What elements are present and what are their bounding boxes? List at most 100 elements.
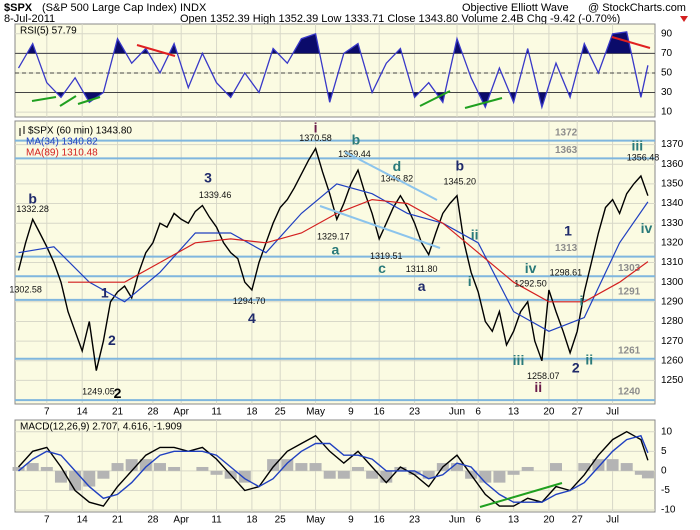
price-label: 1359.44 <box>338 149 371 159</box>
price-line <box>17 146 649 371</box>
wave-label: 1 <box>101 285 109 301</box>
wave-label: b <box>456 157 465 173</box>
moving-average <box>18 183 649 332</box>
wave-label: ii <box>585 351 593 367</box>
legend-label: $SPX (60 min) 1343.80 <box>28 126 132 137</box>
channel-line <box>319 205 441 249</box>
histogram-bar <box>153 463 166 471</box>
histogram-bar <box>620 463 633 471</box>
histogram-bar <box>111 463 124 471</box>
y-tick-label: 70 <box>661 48 673 59</box>
trend-line <box>59 95 77 107</box>
wave-label: b <box>28 190 37 206</box>
y-tick-label: 1310 <box>661 257 684 268</box>
level-label: 1363 <box>555 145 578 156</box>
x-tick-label: 20 <box>543 515 555 526</box>
wave-label: iv <box>525 260 537 276</box>
x-tick-label: 14 <box>77 407 89 418</box>
symbol: $SPX <box>4 2 33 14</box>
x-tick-label: 13 <box>508 407 520 418</box>
x-tick-label: 27 <box>572 407 584 418</box>
y-tick-label: 1320 <box>661 237 684 248</box>
wave-label: a <box>331 241 339 257</box>
histogram-bar <box>521 466 534 471</box>
y-tick-label: 30 <box>661 87 673 98</box>
y-tick-label: 90 <box>661 28 673 39</box>
histogram-bar <box>26 463 39 471</box>
wave-label: i <box>468 273 472 289</box>
x-tick-label: 25 <box>275 407 287 418</box>
level-label: 1372 <box>555 127 578 138</box>
rsi-line <box>17 31 649 110</box>
histogram-bar <box>351 466 364 471</box>
x-tick-label: 21 <box>112 407 124 418</box>
trend-line <box>479 482 563 508</box>
histogram-bar <box>267 459 280 471</box>
level-label: 1291 <box>618 286 641 297</box>
wave-label: 2 <box>114 385 122 401</box>
histogram-bar <box>641 470 654 479</box>
channel-line <box>344 151 438 201</box>
x-tick-label: 21 <box>112 515 124 526</box>
y-tick-label: 1260 <box>661 355 684 366</box>
x-tick-label: Jun <box>449 515 465 526</box>
x-tick-label: 27 <box>572 515 584 526</box>
x-tick-label: 6 <box>475 515 481 526</box>
y-tick-label: 1300 <box>661 277 684 288</box>
level-label: 1303 <box>618 263 641 274</box>
histogram-bar <box>12 466 25 471</box>
wave-label: 1 <box>564 223 572 239</box>
price-label: 1356.48 <box>627 153 660 163</box>
histogram-bar <box>408 470 421 475</box>
price-label: 1311.80 <box>406 264 438 274</box>
histogram-bar <box>83 470 96 487</box>
x-tick-label: 9 <box>348 407 354 418</box>
price-label: 1339.46 <box>199 190 232 200</box>
panel-title: MACD(12,26,9) 2.707, 4.616, -1.909 <box>20 422 182 433</box>
site: @ StockCharts.com <box>588 2 686 14</box>
level-label: 1240 <box>618 387 641 398</box>
moving-average <box>68 198 649 303</box>
histogram-bar <box>394 466 407 471</box>
histogram-bar <box>295 463 308 471</box>
histogram-bar <box>549 463 562 471</box>
y-tick-label: 1340 <box>661 198 684 209</box>
price-label: 1294.70 <box>233 296 266 306</box>
histogram-bar <box>634 470 647 475</box>
price-label: 1332.28 <box>16 204 49 214</box>
histogram-bar <box>450 463 463 471</box>
wave-label: iii <box>513 352 525 368</box>
macd-line <box>17 430 649 507</box>
histogram-bar <box>422 470 435 479</box>
histogram-bar <box>40 466 53 471</box>
signal-line <box>18 434 649 503</box>
histogram-bar <box>337 470 350 479</box>
x-tick-label: 18 <box>246 407 258 418</box>
histogram-bar <box>168 466 181 471</box>
histogram-bar <box>606 459 619 471</box>
histogram-bar <box>238 470 251 483</box>
price-label: 1319.51 <box>370 251 403 261</box>
x-tick-label: 11 <box>211 515 222 526</box>
histogram-bar <box>281 459 294 471</box>
y-tick-label: 50 <box>661 68 673 79</box>
histogram-bar <box>380 470 393 483</box>
x-tick-label: 25 <box>275 515 287 526</box>
price-label: 1302.58 <box>9 284 42 294</box>
x-tick-label: 16 <box>374 407 386 418</box>
wave-label: 2 <box>572 359 580 375</box>
y-tick-label: 1280 <box>661 316 684 327</box>
x-tick-label: Jun <box>449 407 465 418</box>
x-tick-label: 9 <box>348 515 354 526</box>
histogram-bar <box>479 470 492 483</box>
histogram-bar <box>493 470 506 483</box>
histogram-bar <box>210 470 223 475</box>
histogram-bar <box>69 470 82 491</box>
price-label: 1329.17 <box>317 231 350 241</box>
y-tick-label: 1330 <box>661 218 684 229</box>
y-tick-label: 1370 <box>661 139 684 150</box>
y-tick-label: 5 <box>661 446 667 457</box>
y-tick-label: 1290 <box>661 296 684 307</box>
